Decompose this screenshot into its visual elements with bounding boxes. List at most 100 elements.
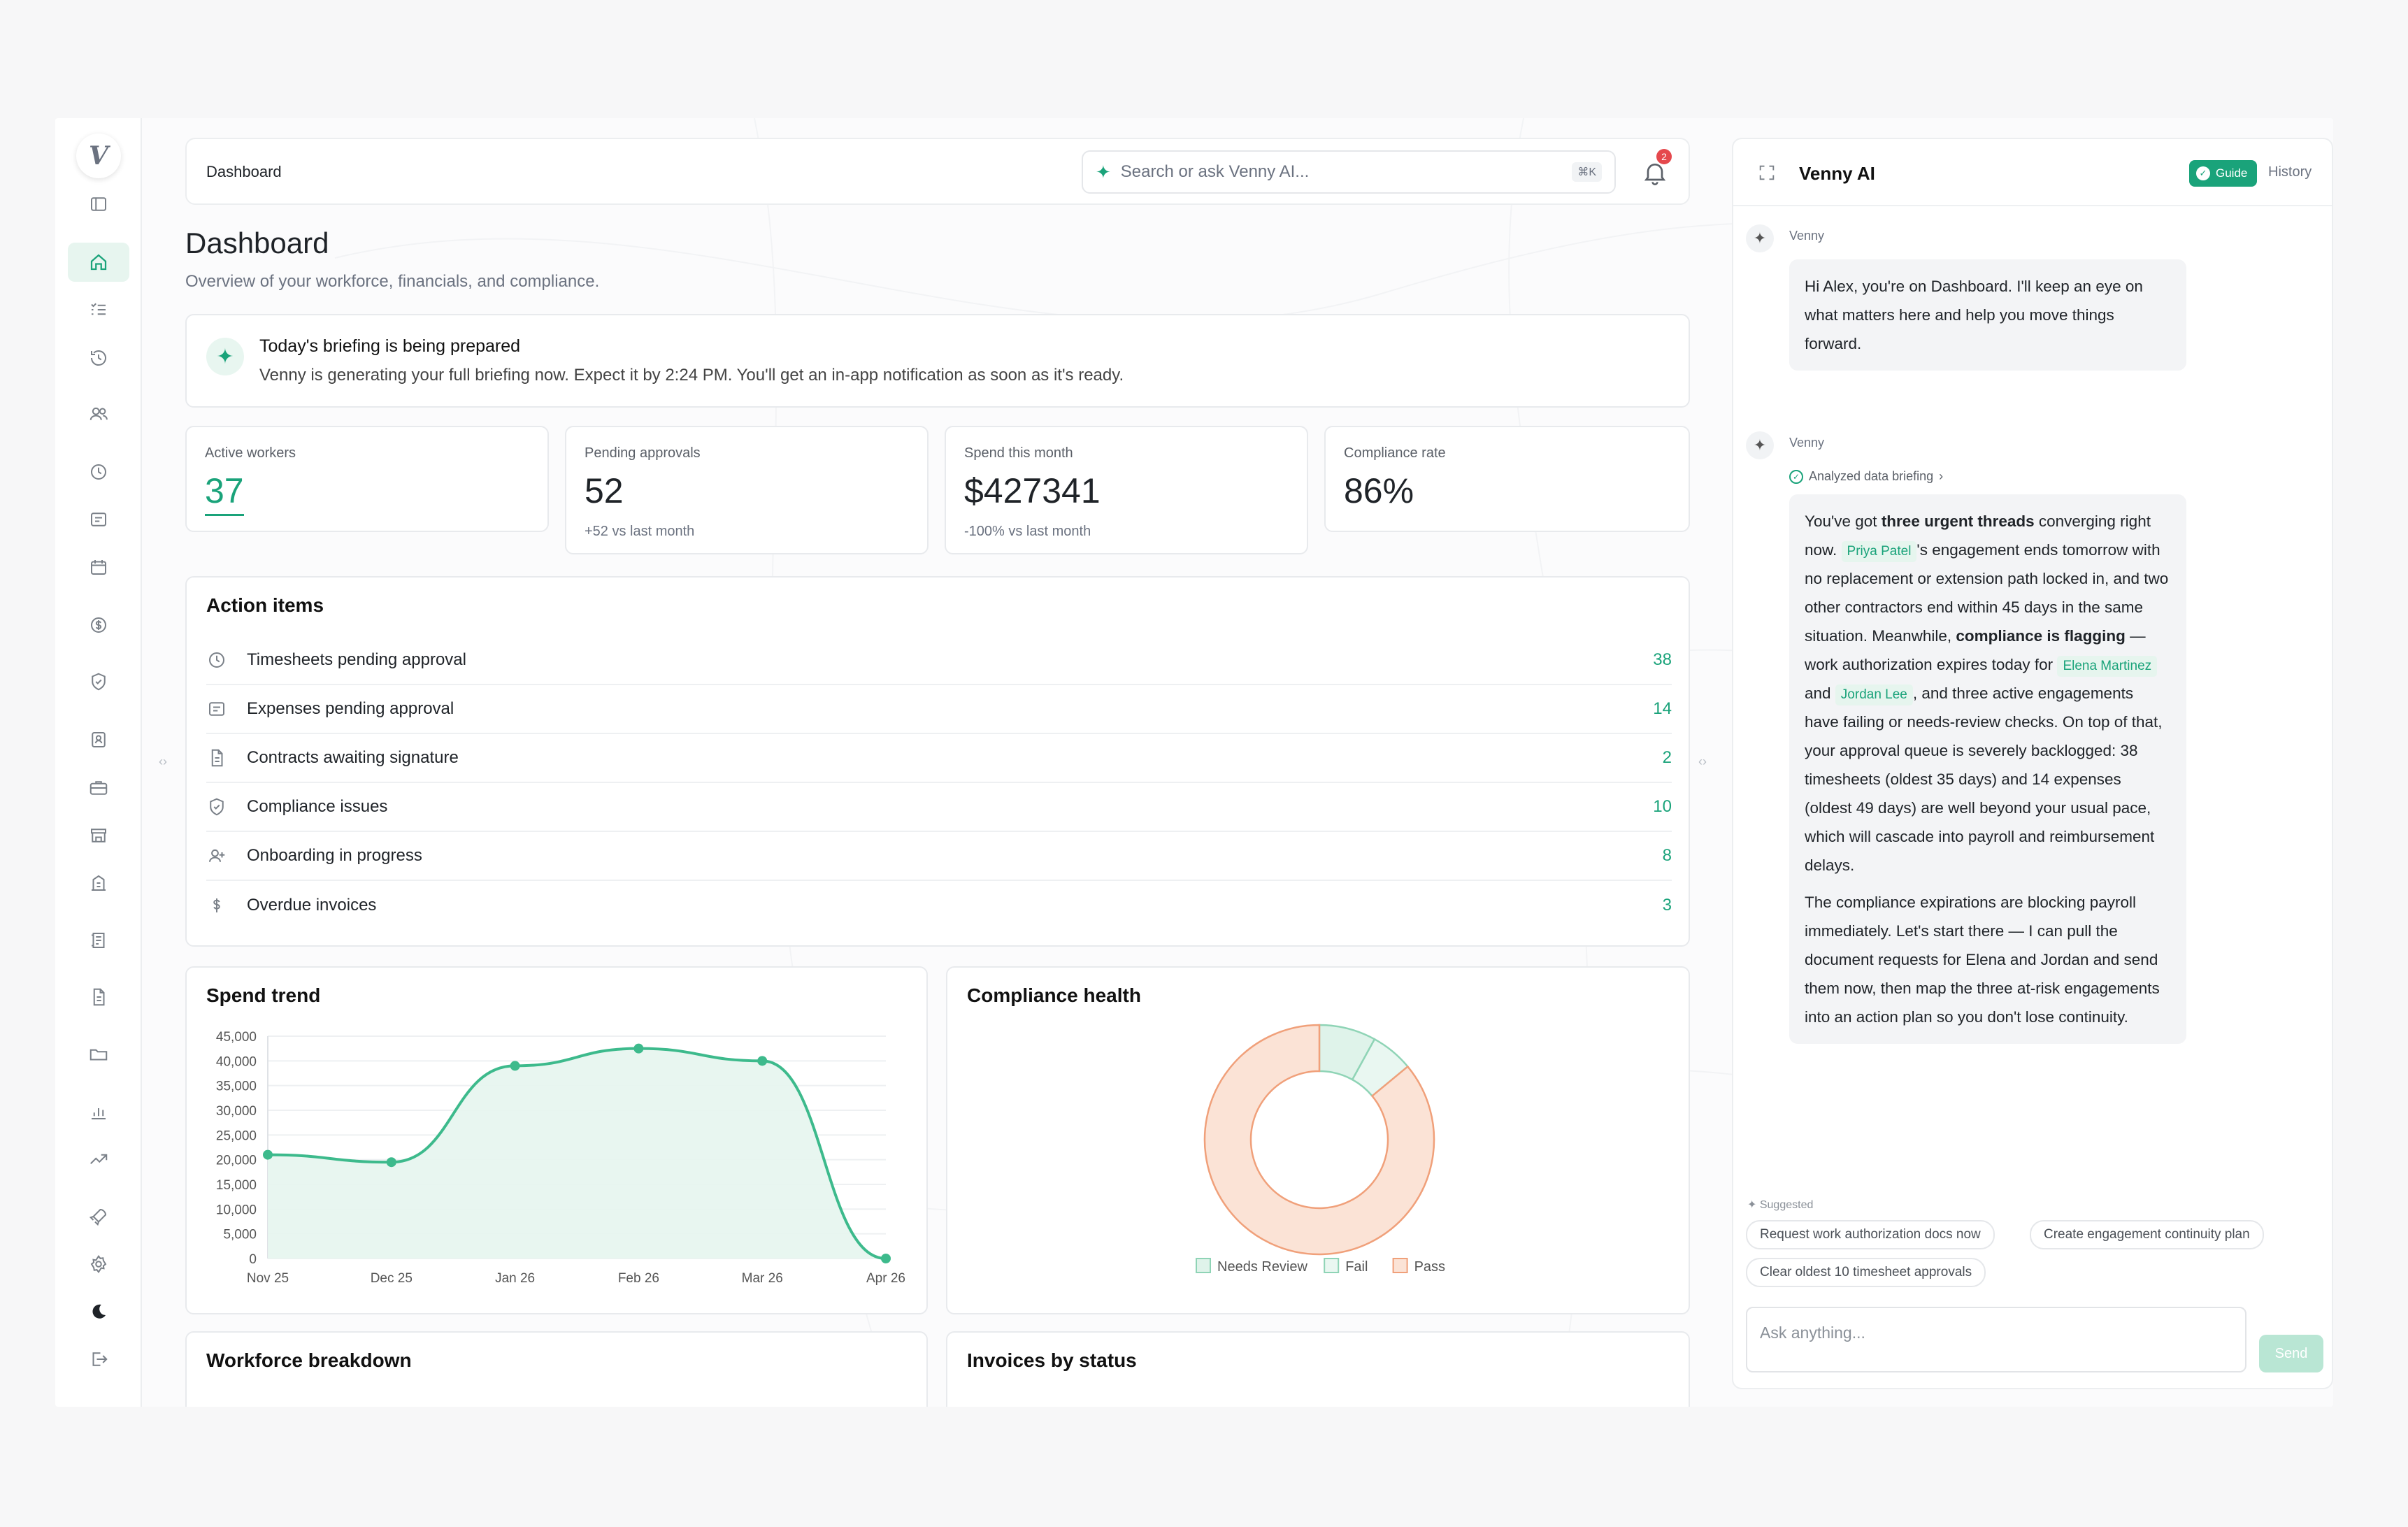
dollar-icon[interactable] <box>68 605 129 645</box>
data-point[interactable] <box>386 1157 396 1168</box>
bot-name: Venny <box>1789 229 1825 243</box>
history-button[interactable]: History <box>2268 164 2312 180</box>
compliance-health-card: Compliance health Needs Review Fail Pass <box>946 966 1690 1314</box>
expand-icon[interactable] <box>1757 163 1777 182</box>
home-icon[interactable] <box>68 243 129 282</box>
breadcrumb[interactable]: Dashboard <box>206 163 282 180</box>
action-item-timesheets[interactable]: Timesheets pending approval 38 <box>206 636 1672 685</box>
text-run: — work authorization expires today for <box>1805 627 2146 673</box>
action-item-invoices[interactable]: Overdue invoices 3 <box>206 881 1672 930</box>
collapse-sidebar-icon[interactable] <box>68 185 129 224</box>
logout-icon[interactable] <box>68 1340 129 1379</box>
kpi-pending-approvals[interactable]: Pending approvals 52 +52 vs last month <box>565 426 929 554</box>
id-card-icon[interactable] <box>68 720 129 759</box>
kpi-spend-this-month[interactable]: Spend this month $427341 -100% vs last m… <box>945 426 1308 554</box>
kpi-value: 52 <box>585 471 624 510</box>
y-tick-label: 10,000 <box>216 1203 257 1217</box>
guide-button[interactable]: ✓ Guide <box>2189 160 2258 187</box>
tasks-icon[interactable] <box>68 290 129 329</box>
person-tag[interactable]: Elena Martinez <box>2057 656 2158 677</box>
chart-title: Compliance health <box>967 984 1141 1006</box>
bell-icon[interactable] <box>1641 159 1669 187</box>
ai-panel-title: Venny AI <box>1799 163 1875 184</box>
person-tag[interactable]: Jordan Lee <box>1835 684 1913 705</box>
building-icon[interactable] <box>68 863 129 903</box>
x-tick-label: Nov 25 <box>247 1271 289 1286</box>
legend-swatch <box>1196 1258 1211 1273</box>
check-circle-icon: ✓ <box>1789 469 1803 484</box>
kpi-value: $427341 <box>964 471 1101 510</box>
invoice-icon[interactable] <box>68 921 129 960</box>
analyzed-data-briefing[interactable]: ✓ Analyzed data briefing › <box>1789 469 1943 484</box>
resize-handle-icon[interactable]: ‹› <box>159 754 167 768</box>
briefing-card: ✦ Today's briefing is being prepared Ven… <box>185 314 1690 408</box>
sidebar: V <box>55 118 142 1407</box>
person-tag[interactable]: Priya Patel <box>1841 541 1917 562</box>
trending-up-icon[interactable] <box>68 1140 129 1179</box>
briefcase-icon[interactable] <box>68 768 129 808</box>
receipt-icon[interactable] <box>68 500 129 539</box>
kpi-active-workers[interactable]: Active workers 37 <box>185 426 549 532</box>
data-point[interactable] <box>510 1061 520 1071</box>
calendar-icon[interactable] <box>68 547 129 587</box>
search-input[interactable]: ✦ Search or ask Venny AI... ⌘K <box>1082 150 1616 194</box>
chevron-right-icon: › <box>1939 469 1944 483</box>
store-icon[interactable] <box>68 816 129 855</box>
resize-handle-icon[interactable]: ‹› <box>1698 754 1707 768</box>
ask-input[interactable]: Ask anything... <box>1746 1307 2246 1372</box>
shield-icon[interactable] <box>68 662 129 701</box>
history-icon[interactable] <box>68 338 129 378</box>
analyzed-label: Analyzed data briefing <box>1809 469 1934 483</box>
data-point[interactable] <box>881 1254 891 1263</box>
clock-icon[interactable] <box>68 452 129 492</box>
chart-title: Spend trend <box>206 984 321 1006</box>
ai-message: You've got three urgent threads convergi… <box>1789 494 2186 1044</box>
top-bar: Dashboard ✦ Search or ask Venny AI... ⌘K… <box>185 138 1690 205</box>
shortcut-hint: ⌘K <box>1572 162 1602 182</box>
app-logo[interactable]: V <box>76 134 121 178</box>
data-point[interactable] <box>633 1043 644 1054</box>
invoices-by-status-card: Invoices by status <box>946 1331 1690 1407</box>
spend-trend-chart: 0 5,000 10,000 15,000 20,000 25,000 30,000 35,0… <box>216 1030 905 1286</box>
text-run: and <box>1805 684 1835 702</box>
rocket-icon[interactable] <box>68 1197 129 1236</box>
shield-icon <box>210 798 224 816</box>
y-tick-label: 15,000 <box>216 1178 257 1193</box>
ask-placeholder: Ask anything... <box>1760 1324 1865 1342</box>
suggestion-chip[interactable]: Create engagement continuity plan <box>2030 1220 2264 1249</box>
suggestion-chip[interactable]: Request work authorization docs now <box>1746 1220 1995 1249</box>
kpi-delta: -100% vs last month <box>964 524 1091 539</box>
dark-mode-icon[interactable] <box>68 1292 129 1331</box>
kpi-value: 37 <box>205 471 244 510</box>
action-item-compliance[interactable]: Compliance issues 10 <box>206 783 1672 832</box>
kpi-label: Compliance rate <box>1344 445 1446 461</box>
action-item-contracts[interactable]: Contracts awaiting signature 2 <box>206 734 1672 783</box>
send-button[interactable]: Send <box>2259 1335 2323 1372</box>
donut-slice[interactable] <box>1203 1024 1435 1256</box>
kpi-label: Spend this month <box>964 445 1073 461</box>
kpi-label: Active workers <box>205 445 296 461</box>
y-tick-label: 20,000 <box>216 1154 257 1168</box>
suggestion-chip[interactable]: Clear oldest 10 timesheet approvals <box>1746 1258 1986 1287</box>
kpi-compliance-rate[interactable]: Compliance rate 86% <box>1324 426 1690 532</box>
y-tick-label: 0 <box>249 1252 257 1267</box>
legend-swatch <box>1324 1258 1340 1273</box>
users-icon[interactable] <box>68 394 129 433</box>
settings-icon[interactable] <box>68 1245 129 1284</box>
document-icon[interactable] <box>68 977 129 1017</box>
spend-trend-card: Spend trend 0 5,000 10,000 15,000 20,000 25,0… <box>185 966 928 1314</box>
folder-icon[interactable] <box>68 1035 129 1074</box>
data-point[interactable] <box>263 1149 273 1160</box>
bar-chart-icon[interactable] <box>68 1092 129 1131</box>
legend-swatch <box>1392 1258 1408 1273</box>
action-count: 14 <box>1653 699 1672 718</box>
text-emphasis: compliance is flagging <box>1956 627 2126 645</box>
data-point[interactable] <box>757 1056 768 1066</box>
action-item-onboarding[interactable]: Onboarding in progress 8 <box>206 832 1672 881</box>
action-item-expenses[interactable]: Expenses pending approval 14 <box>206 685 1672 734</box>
ai-paragraph: You've got three urgent threads convergi… <box>1805 507 2171 880</box>
x-tick-label: Dec 25 <box>371 1271 413 1286</box>
ai-message: Hi Alex, you're on Dashboard. I'll keep … <box>1789 259 2186 371</box>
action-count: 3 <box>1662 896 1672 915</box>
action-items-title: Action items <box>206 594 324 616</box>
